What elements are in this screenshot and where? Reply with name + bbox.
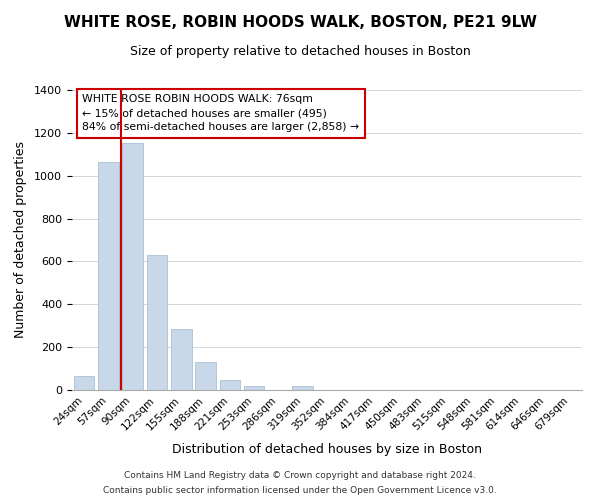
- Bar: [195, 362, 216, 390]
- Bar: [171, 329, 191, 390]
- Bar: [98, 162, 119, 390]
- X-axis label: Distribution of detached houses by size in Boston: Distribution of detached houses by size …: [172, 443, 482, 456]
- Bar: [292, 386, 313, 390]
- Bar: [122, 142, 143, 390]
- Text: WHITE ROSE, ROBIN HOODS WALK, BOSTON, PE21 9LW: WHITE ROSE, ROBIN HOODS WALK, BOSTON, PE…: [64, 15, 536, 30]
- Text: Contains HM Land Registry data © Crown copyright and database right 2024.: Contains HM Land Registry data © Crown c…: [124, 471, 476, 480]
- Y-axis label: Number of detached properties: Number of detached properties: [14, 142, 27, 338]
- Text: WHITE ROSE ROBIN HOODS WALK: 76sqm
← 15% of detached houses are smaller (495)
84: WHITE ROSE ROBIN HOODS WALK: 76sqm ← 15%…: [82, 94, 359, 132]
- Bar: [74, 376, 94, 390]
- Text: Contains public sector information licensed under the Open Government Licence v3: Contains public sector information licen…: [103, 486, 497, 495]
- Bar: [220, 380, 240, 390]
- Bar: [146, 255, 167, 390]
- Bar: [244, 386, 265, 390]
- Text: Size of property relative to detached houses in Boston: Size of property relative to detached ho…: [130, 45, 470, 58]
